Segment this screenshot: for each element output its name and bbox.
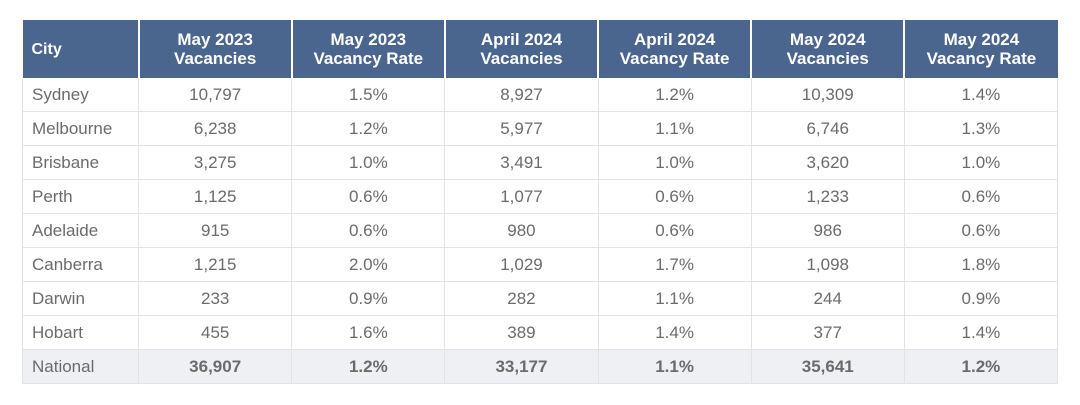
header-may24-vacancies: May 2024 Vacancies [751,20,906,78]
may23-vacancies-cell: 36,907 [138,349,293,384]
apr24-vacancies-cell: 5,977 [444,111,599,146]
may24-rate-cell: 1.3% [904,111,1059,146]
may23-vacancies-cell: 1,125 [138,179,293,214]
may24-rate-cell: 1.4% [904,315,1059,350]
apr24-rate-cell: 1.1% [598,281,752,316]
city-cell: Melbourne [21,111,140,146]
header-apr24-vacancies: April 2024 Vacancies [444,20,600,78]
may23-vacancies-cell: 10,797 [138,78,293,112]
may24-rate-cell: 1.8% [904,247,1059,282]
may23-vacancies-cell: 915 [138,213,293,248]
may23-rate-cell: 1.2% [291,349,446,384]
apr24-vacancies-cell: 1,077 [444,179,599,214]
header-city: City [22,20,140,78]
may23-vacancies-cell: 3,275 [138,145,293,180]
may23-vacancies-cell: 455 [138,315,293,350]
may24-rate-cell: 1.0% [904,145,1059,180]
apr24-rate-cell: 1.4% [598,315,752,350]
apr24-rate-cell: 1.2% [598,78,752,112]
city-cell: Brisbane [21,145,140,180]
header-apr24-vacancy-rate: April 2024 Vacancy Rate [598,20,753,78]
city-cell: Adelaide [21,213,140,248]
table-row: Adelaide 915 0.6% 980 0.6% 986 0.6% [21,213,1059,248]
may24-rate-cell: 0.6% [904,213,1059,248]
city-cell: Canberra [21,247,140,282]
city-cell: National [21,349,140,384]
may23-rate-cell: 0.6% [291,213,446,248]
may23-vacancies-cell: 1,215 [138,247,293,282]
may24-vacancies-cell: 10,309 [751,78,905,112]
may24-vacancies-cell: 3,620 [751,145,905,180]
city-cell: Sydney [21,78,140,112]
apr24-rate-cell: 0.6% [598,213,752,248]
apr24-vacancies-cell: 980 [444,213,599,248]
apr24-vacancies-cell: 3,491 [444,145,599,180]
city-cell: Hobart [21,315,140,350]
may23-rate-cell: 0.9% [291,281,446,316]
table-row: Melbourne 6,238 1.2% 5,977 1.1% 6,746 1.… [21,111,1059,146]
may24-vacancies-cell: 986 [751,213,905,248]
table-row: Darwin 233 0.9% 282 1.1% 244 0.9% [21,281,1059,316]
may23-rate-cell: 1.2% [291,111,446,146]
apr24-vacancies-cell: 389 [444,315,599,350]
may24-vacancies-cell: 1,098 [751,247,905,282]
apr24-vacancies-cell: 282 [444,281,599,316]
may23-vacancies-cell: 6,238 [138,111,293,146]
header-may23-vacancies: May 2023 Vacancies [138,20,293,78]
national-total-row: National 36,907 1.2% 33,177 1.1% 35,641 … [21,349,1059,384]
apr24-rate-cell: 1.0% [598,145,752,180]
may24-vacancies-cell: 377 [751,315,905,350]
may24-rate-cell: 0.9% [904,281,1059,316]
may23-rate-cell: 1.6% [291,315,446,350]
may23-rate-cell: 1.0% [291,145,446,180]
vacancy-table-container: City May 2023 Vacancies May 2023 Vacancy R… [21,20,1059,384]
apr24-vacancies-cell: 1,029 [444,247,599,282]
may24-vacancies-cell: 244 [751,281,905,316]
header-may24-vacancy-rate: May 2024 Vacancy Rate [904,20,1058,78]
may24-rate-cell: 0.6% [904,179,1059,214]
may24-rate-cell: 1.2% [904,349,1059,384]
header-may23-vacancy-rate: May 2023 Vacancy Rate [291,20,446,78]
apr24-vacancies-cell: 33,177 [444,349,599,384]
may23-rate-cell: 2.0% [291,247,446,282]
may23-rate-cell: 1.5% [291,78,446,112]
apr24-vacancies-cell: 8,927 [444,78,599,112]
may24-rate-cell: 1.4% [904,78,1059,112]
table-header: City May 2023 Vacancies May 2023 Vacancy R… [22,20,1058,78]
may23-vacancies-cell: 233 [138,281,293,316]
city-cell: Perth [21,179,140,214]
apr24-rate-cell: 1.1% [598,349,752,384]
table-row: Perth 1,125 0.6% 1,077 0.6% 1,233 0.6% [21,179,1059,214]
city-cell: Darwin [21,281,140,316]
table-body: Sydney 10,797 1.5% 8,927 1.2% 10,309 1.4… [21,78,1059,384]
may24-vacancies-cell: 1,233 [751,179,905,214]
may23-rate-cell: 0.6% [291,179,446,214]
apr24-rate-cell: 0.6% [598,179,752,214]
header-row: City May 2023 Vacancies May 2023 Vacancy R… [22,20,1058,78]
may24-vacancies-cell: 6,746 [751,111,905,146]
table-row: Sydney 10,797 1.5% 8,927 1.2% 10,309 1.4… [21,78,1059,112]
apr24-rate-cell: 1.1% [598,111,752,146]
apr24-rate-cell: 1.7% [598,247,752,282]
table-row: Hobart 455 1.6% 389 1.4% 377 1.4% [21,315,1059,350]
may24-vacancies-cell: 35,641 [751,349,905,384]
vacancy-table: City May 2023 Vacancies May 2023 Vacancy R… [21,20,1059,384]
table-row: Brisbane 3,275 1.0% 3,491 1.0% 3,620 1.0… [21,145,1059,180]
table-row: Canberra 1,215 2.0% 1,029 1.7% 1,098 1.8… [21,247,1059,282]
